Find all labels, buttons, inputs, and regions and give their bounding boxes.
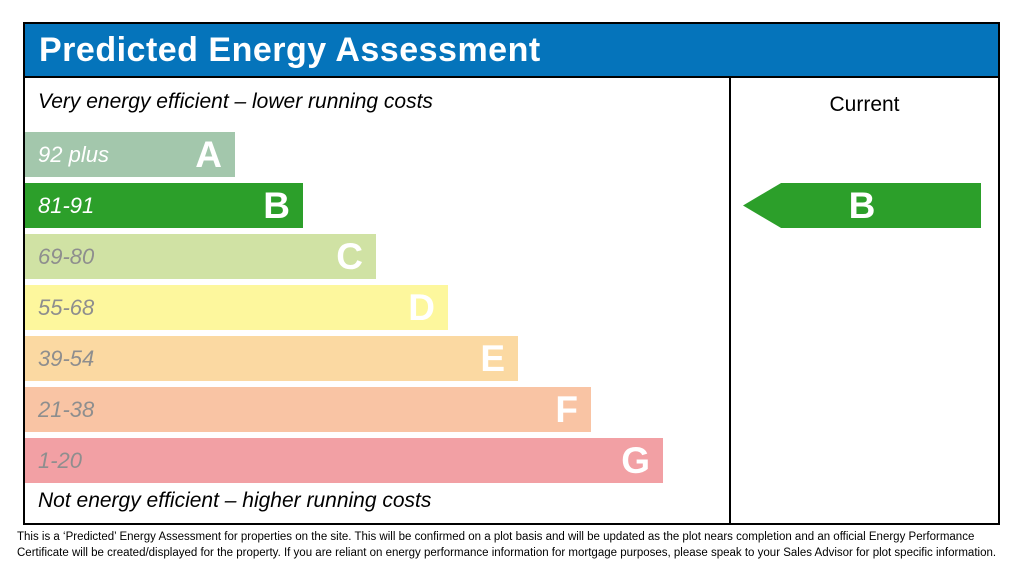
disclaimer-text: This is a ‘Predicted’ Energy Assessment … xyxy=(17,530,1009,561)
chart-content: Very energy efficient – lower running co… xyxy=(25,78,998,523)
bottom-efficiency-label: Not energy efficient – higher running co… xyxy=(38,489,432,512)
title-bar: Predicted Energy Assessment xyxy=(25,24,998,78)
band-letter: B xyxy=(263,185,290,226)
band-range-label: 92 plus xyxy=(38,141,109,167)
current-column-header: Current xyxy=(829,93,900,116)
energy-band-f: 21-38 F xyxy=(25,387,591,432)
energy-band-g: 1-20 G xyxy=(25,438,663,483)
band-range-label: 1-20 xyxy=(38,447,83,473)
band-range-label: 55-68 xyxy=(38,294,95,320)
disclaimer-line-2: Certificate will be created/displayed fo… xyxy=(17,546,997,559)
band-range-label: 81-91 xyxy=(38,192,95,218)
band-letter: E xyxy=(480,338,505,379)
band-range-label: 69-80 xyxy=(38,243,95,269)
energy-band-c: 69-80 C xyxy=(25,234,376,279)
top-efficiency-label: Very energy efficient – lower running co… xyxy=(38,90,433,113)
energy-band-a: 92 plus A xyxy=(25,132,235,177)
current-rating-arrow: B xyxy=(743,183,981,228)
energy-band-b: 81-91 B xyxy=(25,183,303,228)
bands-panel: Very energy efficient – lower running co… xyxy=(25,78,731,523)
band-range-label: 21-38 xyxy=(38,396,95,422)
band-range-label: 39-54 xyxy=(38,345,95,371)
page-title: Predicted Energy Assessment xyxy=(39,30,541,69)
band-letter: C xyxy=(336,236,363,277)
bands-list: 92 plus A 81-91 B 69-80 C 55-68 D 39-54 … xyxy=(25,132,663,483)
band-letter: F xyxy=(555,389,578,430)
epc-chart: Predicted Energy Assessment Very energy … xyxy=(23,22,1000,525)
energy-band-e: 39-54 E xyxy=(25,336,518,381)
band-letter: D xyxy=(408,287,435,328)
current-rating-letter: B xyxy=(848,184,876,226)
current-column: Current B xyxy=(731,78,998,523)
band-letter: A xyxy=(195,134,222,175)
band-letter: G xyxy=(621,440,650,481)
disclaimer-line-1: This is a ‘Predicted’ Energy Assessment … xyxy=(17,531,975,543)
energy-band-d: 55-68 D xyxy=(25,285,448,330)
